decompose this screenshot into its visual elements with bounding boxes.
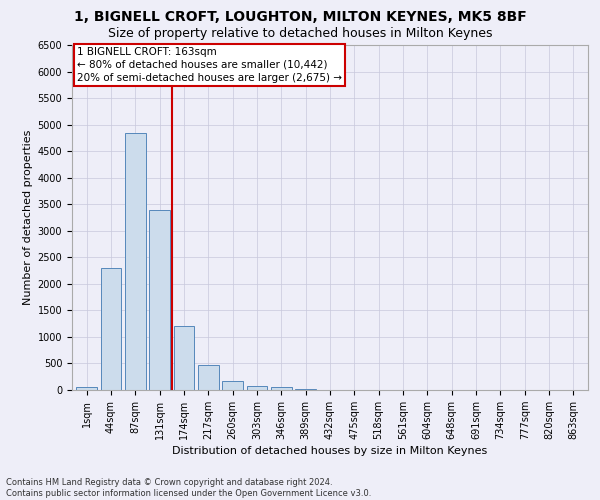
Text: 1, BIGNELL CROFT, LOUGHTON, MILTON KEYNES, MK5 8BF: 1, BIGNELL CROFT, LOUGHTON, MILTON KEYNE… — [74, 10, 526, 24]
Y-axis label: Number of detached properties: Number of detached properties — [23, 130, 34, 305]
Text: 1 BIGNELL CROFT: 163sqm
← 80% of detached houses are smaller (10,442)
20% of sem: 1 BIGNELL CROFT: 163sqm ← 80% of detache… — [77, 46, 342, 83]
Bar — [76, 388, 97, 390]
Bar — [271, 388, 292, 390]
Bar — [247, 386, 268, 390]
Bar — [125, 132, 146, 390]
X-axis label: Distribution of detached houses by size in Milton Keynes: Distribution of detached houses by size … — [172, 446, 488, 456]
Bar — [173, 326, 194, 390]
Text: Size of property relative to detached houses in Milton Keynes: Size of property relative to detached ho… — [108, 28, 492, 40]
Bar — [149, 210, 170, 390]
Bar — [101, 268, 121, 390]
Bar — [198, 364, 218, 390]
Text: Contains HM Land Registry data © Crown copyright and database right 2024.
Contai: Contains HM Land Registry data © Crown c… — [6, 478, 371, 498]
Bar — [222, 380, 243, 390]
